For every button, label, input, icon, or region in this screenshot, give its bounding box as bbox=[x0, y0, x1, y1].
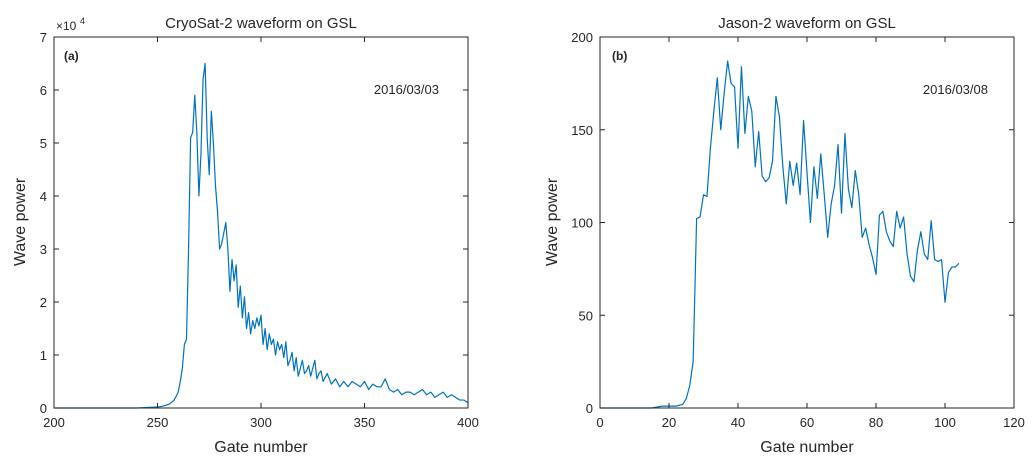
y-tick-label: 5 bbox=[40, 136, 47, 151]
y-tick-label: 6 bbox=[40, 83, 47, 98]
x-tick-label: 350 bbox=[354, 415, 376, 430]
panel-label: (b) bbox=[612, 49, 627, 63]
series-layer bbox=[54, 62, 469, 409]
axes-box bbox=[53, 36, 469, 409]
y-tick-label: 1 bbox=[40, 348, 47, 363]
chart-title: CryoSat-2 waveform on GSL bbox=[165, 15, 357, 32]
y-tick-label: 0 bbox=[40, 401, 47, 416]
axes-box bbox=[599, 36, 1015, 409]
waveform-line bbox=[54, 62, 469, 409]
x-tick-label: 400 bbox=[457, 415, 479, 430]
plot-area bbox=[54, 37, 468, 408]
y-tick-label: 0 bbox=[586, 401, 593, 416]
y-tick-label: 200 bbox=[571, 30, 593, 45]
x-tick-label: 120 bbox=[1003, 415, 1025, 430]
series-layer bbox=[600, 60, 960, 409]
y-tick-label: 50 bbox=[579, 308, 593, 323]
chart-title: Jason-2 waveform on GSL bbox=[718, 15, 896, 32]
y-axis-label: Wave power bbox=[544, 177, 561, 266]
x-axis-label: Gate number bbox=[760, 439, 854, 456]
x-tick-label: 40 bbox=[731, 415, 745, 430]
x-tick-label: 60 bbox=[800, 415, 814, 430]
panel-b: 0 20 40 60 80 100 120 0 50 100 150 200 Jason-2 wave… bbox=[544, 15, 1025, 456]
y-tick-label: 7 bbox=[40, 30, 47, 45]
x-tick-label: 80 bbox=[869, 415, 883, 430]
waveform-line bbox=[600, 60, 960, 409]
x-tick-label: 100 bbox=[934, 415, 956, 430]
panel-label: (a) bbox=[64, 49, 79, 63]
y-tick-label: 4 bbox=[40, 189, 47, 204]
x-tick-label: 0 bbox=[596, 415, 603, 430]
x-tick-label: 20 bbox=[662, 415, 676, 430]
x-tick-label: 200 bbox=[43, 415, 65, 430]
panel-a: 200 250 300 350 400 0 1 2 3 4 5 6 7 CryoSat-2 wavefo… bbox=[12, 15, 479, 456]
tick-layer: 0 20 40 60 80 100 120 0 50 100 150 200 bbox=[571, 30, 1025, 430]
plot-area bbox=[600, 37, 1014, 408]
y-axis-label: Wave power bbox=[12, 177, 29, 266]
y-tick-label: 100 bbox=[571, 216, 593, 231]
x-tick-label: 300 bbox=[250, 415, 272, 430]
x-tick-label: 250 bbox=[147, 415, 169, 430]
y-tick-label: 150 bbox=[571, 123, 593, 138]
x-axis-label: Gate number bbox=[214, 439, 308, 456]
date-annotation: 2016/03/08 bbox=[923, 82, 988, 97]
exponent-multiplier: ×10 bbox=[56, 19, 77, 33]
y-tick-label: 3 bbox=[40, 242, 47, 257]
y-tick-label: 2 bbox=[40, 295, 47, 310]
date-annotation: 2016/03/03 bbox=[374, 82, 439, 97]
exponent-power: 4 bbox=[80, 16, 85, 26]
